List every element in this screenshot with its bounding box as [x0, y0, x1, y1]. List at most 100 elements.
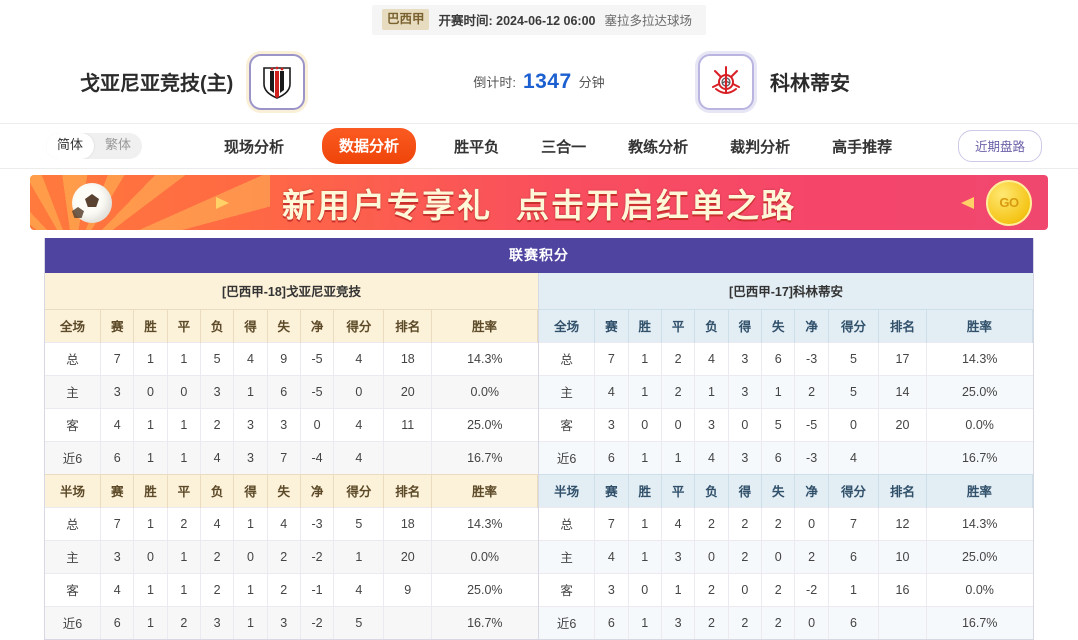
cell-lost: 4 — [694, 342, 729, 376]
cell-win-rate: 0.0% — [431, 375, 538, 409]
col-rank: 排名 — [383, 309, 433, 343]
cell-goals-against: 6 — [761, 441, 796, 474]
cell-goal-diff: -3 — [300, 507, 335, 541]
cell-goal-diff: 0 — [300, 408, 335, 442]
cell-rank — [383, 441, 433, 474]
cell-drawn: 1 — [167, 573, 201, 607]
col-goal-diff: 净 — [300, 309, 335, 343]
cell-points: 5 — [828, 342, 880, 376]
cell-won: 0 — [628, 573, 662, 607]
cell-win-rate: 0.0% — [926, 408, 1033, 442]
venue-name: 塞拉多拉达球场 — [604, 14, 693, 28]
cell-won: 1 — [628, 606, 662, 639]
cell-played: 7 — [100, 342, 135, 376]
cell-win-rate: 25.0% — [926, 540, 1033, 574]
cell-goals-against: 2 — [761, 606, 796, 639]
recent-odds-button[interactable]: 近期盘路 — [957, 130, 1042, 162]
cell-goal-diff: -5 — [300, 375, 335, 409]
away-team[interactable]: 科林蒂安 — [698, 53, 998, 110]
col-goal-diff: 净 — [794, 474, 829, 508]
banner-text: 新用户专享礼 点击开启红单之路 — [30, 179, 1048, 227]
row-label-away: 客 — [45, 408, 102, 442]
away-fulltime-table: 全场 赛 胜 平 负 得 失 净 得分 排名 胜率 总 — [539, 309, 1034, 474]
cell-won: 1 — [133, 441, 168, 474]
cell-goals-against: 4 — [267, 507, 301, 541]
col-drawn: 平 — [167, 474, 201, 508]
tab-coach-analysis[interactable]: 教练分析 — [628, 138, 689, 156]
table-row: 客 4 1 1 2 1 2 -1 4 9 25.0% — [45, 573, 538, 607]
cell-goals-against: 2 — [761, 573, 796, 607]
cell-goals-against: 6 — [761, 342, 796, 376]
cell-played: 4 — [594, 540, 629, 574]
cell-won: 0 — [133, 540, 168, 574]
cell-won: 1 — [628, 441, 662, 474]
cell-played: 6 — [594, 441, 629, 474]
col-rank: 排名 — [878, 309, 927, 343]
tab-expert-picks[interactable]: 高手推荐 — [832, 138, 893, 156]
cell-played: 4 — [100, 573, 135, 607]
col-lost: 负 — [694, 474, 729, 508]
cell-win-rate: 16.7% — [926, 606, 1033, 639]
cell-goals-for: 0 — [728, 408, 763, 442]
home-team[interactable]: 戈亚尼亚竞技(主) — [80, 53, 380, 110]
cell-played: 6 — [100, 441, 135, 474]
cell-win-rate: 0.0% — [926, 573, 1033, 607]
cell-points: 0 — [333, 375, 385, 409]
away-team-name: 科林蒂安 — [770, 73, 850, 95]
countdown-value: 1347 — [522, 69, 572, 93]
tab-data-analysis[interactable]: 数据分析 — [322, 128, 417, 164]
cell-rank — [383, 606, 433, 639]
cell-goal-diff: -4 — [300, 441, 335, 474]
cell-goals-for: 3 — [728, 342, 763, 376]
promo-banner[interactable]: 新用户专享礼 点击开启红单之路 GO — [30, 175, 1048, 230]
cell-points: 4 — [333, 342, 385, 376]
cell-goals-against: 3 — [267, 408, 301, 442]
cell-won: 1 — [628, 540, 662, 574]
lang-traditional[interactable]: 繁体 — [105, 137, 132, 153]
cell-goals-against: 5 — [761, 408, 796, 442]
cell-rank: 18 — [383, 342, 433, 376]
away-standings-caption: [巴西甲-17]科林蒂安 — [539, 273, 1033, 309]
tab-win-draw-loss[interactable]: 胜平负 — [454, 138, 500, 156]
tab-live-analysis[interactable]: 现场分析 — [224, 138, 285, 156]
cell-goal-diff: -3 — [794, 342, 829, 376]
tab-three-in-one[interactable]: 三合一 — [541, 138, 587, 156]
col-goals-for: 得 — [233, 309, 268, 343]
cell-won: 1 — [628, 507, 662, 541]
col-points: 得分 — [828, 474, 880, 508]
cell-played: 3 — [100, 540, 135, 574]
cell-win-rate: 14.3% — [431, 507, 538, 541]
col-points: 得分 — [828, 309, 880, 343]
banner-go-button[interactable]: GO — [986, 179, 1032, 226]
cell-points: 0 — [828, 408, 880, 442]
cell-points: 6 — [828, 606, 880, 639]
lang-simplified[interactable]: 简体 — [46, 133, 95, 159]
away-team-crest-icon — [698, 53, 754, 110]
cell-rank: 11 — [383, 408, 433, 442]
row-label-last6: 近6 — [45, 606, 102, 639]
tab-referee-analysis[interactable]: 裁判分析 — [730, 138, 791, 156]
cell-win-rate: 0.0% — [431, 540, 538, 574]
soccer-ball-icon — [72, 183, 112, 223]
cell-drawn: 1 — [661, 441, 696, 474]
cell-played: 7 — [594, 507, 629, 541]
cell-lost: 5 — [200, 342, 235, 376]
col-played: 赛 — [100, 474, 135, 508]
row-label-away: 客 — [539, 408, 596, 442]
home-team-name: 戈亚尼亚竞技(主) — [80, 73, 234, 95]
cell-drawn: 2 — [661, 342, 696, 376]
row-label-home: 主 — [45, 375, 102, 409]
cell-drawn: 2 — [167, 606, 201, 639]
language-toggle[interactable]: 简体 繁体 — [46, 133, 143, 159]
countdown-label: 倒计时: — [473, 75, 516, 90]
cell-lost: 2 — [200, 573, 235, 607]
cell-won: 1 — [133, 573, 168, 607]
row-label-total: 总 — [45, 507, 102, 541]
cell-goals-for: 1 — [233, 573, 268, 607]
cell-played: 6 — [100, 606, 135, 639]
banner-arrow-left-icon — [216, 196, 229, 209]
cell-goals-against: 2 — [761, 507, 796, 541]
col-win-rate: 胜率 — [926, 474, 1034, 508]
col-scope: 全场 — [539, 309, 596, 343]
table-header-row: 半场 赛 胜 平 负 得 失 净 得分 排名 胜率 — [539, 474, 1034, 508]
